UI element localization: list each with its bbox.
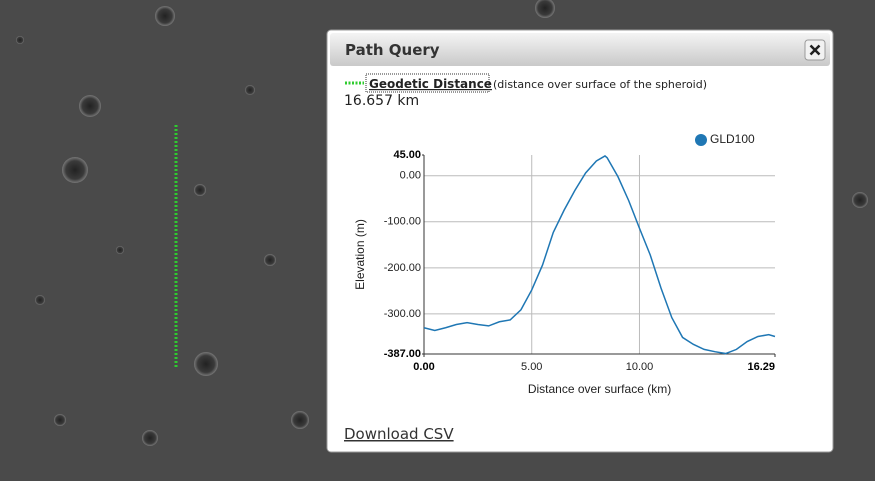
x-tick-label: 5.00 <box>521 361 542 373</box>
measurement-value: 16.657 km <box>344 93 419 109</box>
y-tick-label: 45.00 <box>393 149 421 161</box>
elevation-chart: 45.000.00-100.00-200.00-300.00-387.000.0… <box>353 132 776 396</box>
measurement-note: (distance over surface of the spheroid) <box>493 78 707 91</box>
panel-title: Path Query <box>345 41 440 59</box>
y-tick-label: -200.00 <box>384 262 421 274</box>
x-tick-label: 10.00 <box>626 361 654 373</box>
close-button[interactable] <box>804 39 826 61</box>
y-tick-label: -100.00 <box>384 216 421 228</box>
x-tick-label: 16.29 <box>747 361 775 373</box>
y-axis-label: Elevation (m) <box>353 219 367 290</box>
panel-body <box>326 29 834 453</box>
y-tick-label: -387.00 <box>384 348 421 360</box>
legend-label: GLD100 <box>710 132 755 146</box>
download-link[interactable]: Download CSV <box>344 425 454 443</box>
craters <box>16 0 868 446</box>
y-tick-label: -300.00 <box>384 308 421 320</box>
path-query-panel: Path Query Geodetic Distance (distance o… <box>326 29 834 453</box>
panel-header <box>330 33 830 66</box>
legend-marker <box>695 134 707 146</box>
x-tick-label: 0.00 <box>413 361 434 373</box>
y-tick-label: 0.00 <box>400 170 421 182</box>
focus-outline <box>365 73 490 93</box>
x-axis-label: Distance over surface (km) <box>528 382 671 396</box>
series-line <box>423 155 776 355</box>
measurement-label[interactable]: Geodetic Distance <box>369 77 492 91</box>
